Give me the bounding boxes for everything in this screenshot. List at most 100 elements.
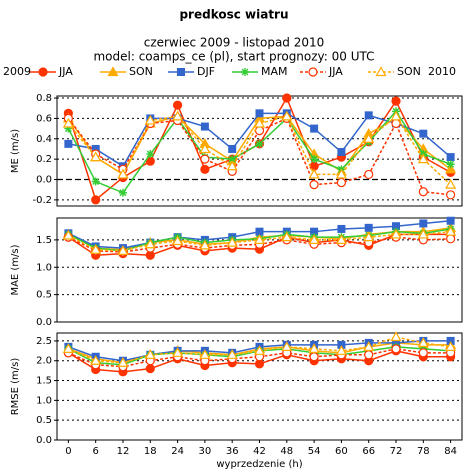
marker	[308, 234, 320, 244]
marker	[309, 180, 319, 190]
x-tick-label: 78	[417, 446, 430, 457]
marker	[200, 122, 209, 131]
marker	[364, 350, 374, 360]
marker	[417, 228, 429, 239]
marker	[335, 345, 347, 355]
marker	[375, 66, 387, 77]
y-tick-label: -0.2	[32, 195, 52, 206]
marker	[390, 331, 402, 342]
marker	[107, 66, 119, 77]
marker	[226, 349, 238, 359]
marker	[445, 163, 457, 174]
marker	[200, 164, 210, 174]
marker	[446, 153, 455, 162]
y-tick-label: 1.0	[36, 262, 52, 273]
marker	[64, 139, 73, 148]
marker	[172, 100, 183, 110]
marker	[199, 239, 211, 250]
y-tick-label: 0.0	[36, 317, 52, 328]
marker	[364, 223, 373, 232]
marker	[281, 110, 293, 121]
marker	[226, 236, 238, 247]
marker	[145, 364, 155, 374]
marker	[226, 160, 238, 171]
marker	[308, 343, 320, 353]
marker	[144, 114, 156, 125]
y-tick-label: 2.0	[36, 356, 52, 367]
marker	[363, 231, 375, 242]
x-tick-label: 36	[226, 446, 239, 457]
marker	[255, 139, 264, 148]
y-tick-label: 0.2	[36, 154, 52, 165]
marker	[146, 150, 155, 159]
marker	[445, 341, 457, 351]
marker	[308, 168, 320, 179]
x-tick-label: 72	[390, 446, 403, 457]
chart-title: predkosc wiatru	[179, 8, 288, 22]
marker	[64, 124, 73, 133]
marker	[117, 245, 129, 255]
x-tick-label: 54	[308, 446, 321, 457]
y-tick-label: 0.0	[36, 175, 52, 186]
y-tick-label: 1.5	[36, 376, 52, 387]
marker	[199, 349, 211, 359]
legend-label: SON	[397, 65, 421, 78]
marker	[254, 126, 265, 136]
legend-label: DJF	[197, 65, 215, 78]
marker	[177, 68, 185, 76]
marker	[390, 110, 402, 121]
marker	[282, 93, 292, 103]
y-tick-label: 0.8	[36, 93, 52, 104]
x-tick-label: 18	[144, 446, 157, 457]
marker	[91, 177, 100, 186]
x-tick-label: 0	[65, 446, 71, 457]
marker	[281, 231, 293, 242]
marker	[199, 143, 211, 154]
y-axis-label: ME (m/s)	[10, 129, 21, 173]
marker	[62, 343, 74, 353]
marker	[38, 67, 48, 77]
marker	[417, 337, 429, 348]
legend-label: 2009	[3, 65, 31, 78]
legend-label: 2010	[428, 65, 456, 78]
subtitle: czerwiec 2009 - listopad 2010	[144, 36, 325, 50]
marker	[446, 160, 455, 169]
marker	[310, 124, 319, 133]
subtitle: model: coamps_ce (pl), start prognozy: 0…	[93, 50, 374, 64]
marker	[446, 234, 456, 244]
y-tick-label: 0.6	[36, 113, 52, 124]
y-tick-label: 0.5	[36, 415, 52, 426]
marker	[255, 227, 264, 236]
marker	[172, 347, 184, 357]
marker	[391, 344, 401, 354]
x-tick-label: 6	[92, 446, 98, 457]
marker	[364, 169, 374, 180]
legend-label: MAM	[261, 65, 288, 78]
marker	[118, 188, 127, 197]
y-tick-label: 0.5	[36, 290, 52, 301]
marker	[337, 148, 346, 157]
marker	[310, 155, 319, 164]
marker	[117, 168, 129, 179]
x-tick-label: 66	[362, 446, 375, 457]
marker	[418, 348, 428, 358]
marker	[445, 225, 457, 236]
marker	[228, 144, 237, 153]
marker	[364, 111, 373, 120]
x-axis-label: wyprzedzenie (h)	[216, 459, 302, 470]
marker	[391, 118, 401, 129]
marker	[446, 216, 455, 225]
marker	[62, 117, 74, 128]
x-tick-label: 42	[253, 446, 266, 457]
marker	[90, 355, 102, 365]
marker	[335, 168, 347, 179]
marker	[417, 153, 429, 164]
marker	[255, 109, 264, 118]
marker	[419, 219, 428, 228]
marker	[117, 356, 129, 367]
x-tick-label: 30	[199, 446, 212, 457]
marker	[281, 341, 293, 351]
y-tick-label: 1.0	[36, 395, 52, 406]
legend-label: JJA	[58, 65, 73, 78]
